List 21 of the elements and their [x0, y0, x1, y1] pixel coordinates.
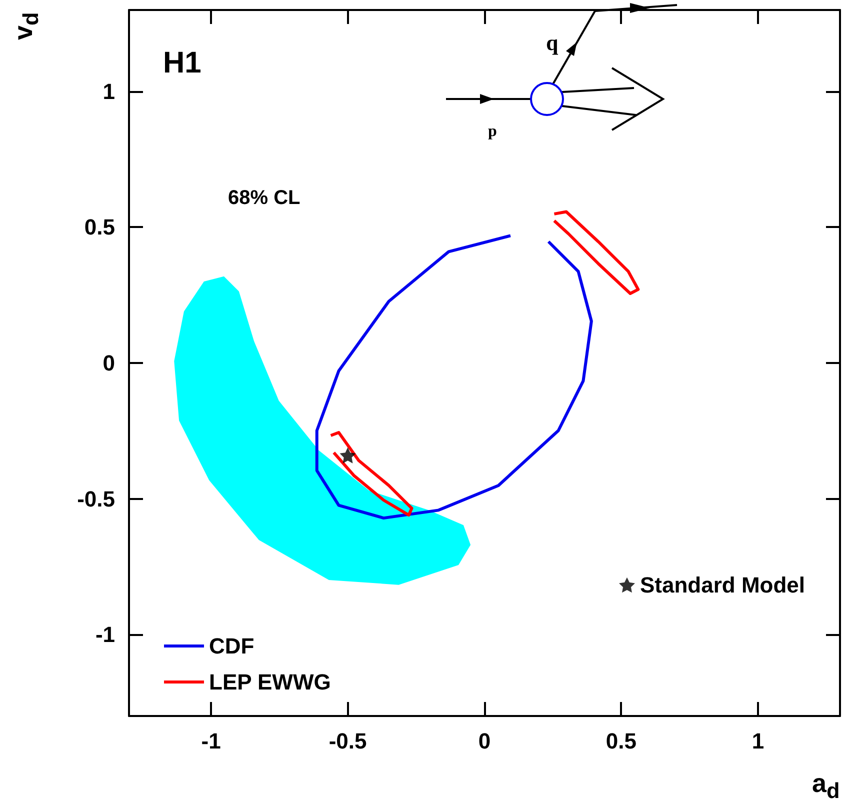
x-tick-label: -0.5: [328, 728, 367, 754]
legend-label: LEP EWWG: [209, 670, 331, 694]
x-tick-label: 0: [478, 728, 491, 754]
y-tick-label: -1: [95, 622, 115, 648]
y-tick-label: 1: [102, 78, 115, 104]
x-tick-label: 1: [752, 728, 764, 754]
y-tick-label: -0.5: [77, 486, 115, 512]
x-axis-title: a$_{d}$: [812, 768, 840, 804]
legend-label: Standard Model: [640, 572, 806, 598]
x-tick-label: 0.5: [606, 728, 637, 754]
y-tick-label: 0.5: [84, 214, 115, 240]
annotation: 68% CL: [228, 187, 300, 209]
legend-label: CDF: [209, 634, 254, 658]
annotation: H1: [163, 46, 202, 80]
line-series: [315, 234, 593, 520]
line-series: [329, 431, 414, 517]
y-tick-label: 0: [102, 350, 115, 376]
annotation: q: [546, 30, 559, 55]
annotation: p: [488, 123, 497, 140]
line-series: [552, 210, 640, 295]
x-tick-label: -1: [201, 728, 221, 754]
